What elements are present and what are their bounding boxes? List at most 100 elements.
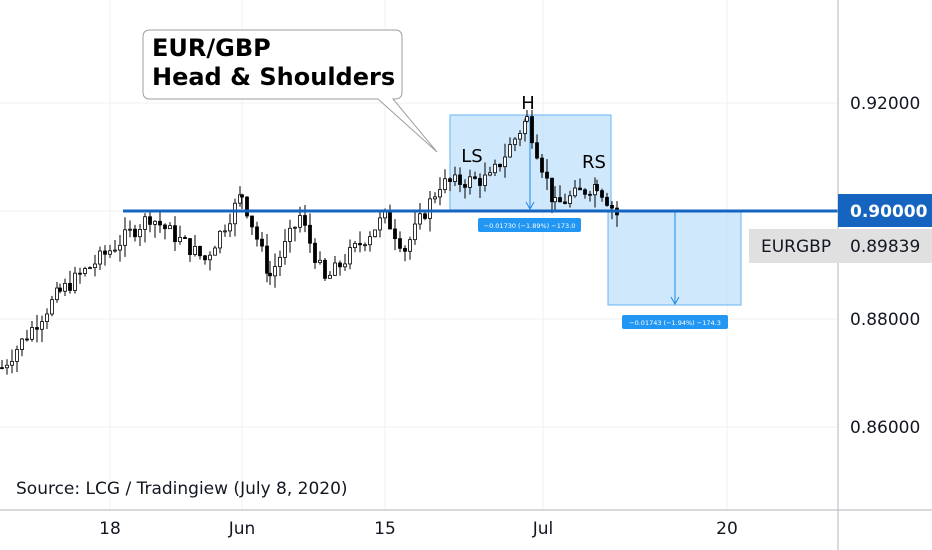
candle-body (298, 215, 302, 228)
y-tick-label: 0.88000 (850, 310, 920, 330)
candle-body (333, 262, 337, 276)
label-left-shoulder: LS (461, 146, 482, 167)
candle-body (600, 190, 604, 198)
candle-body (610, 204, 614, 209)
candle-body (148, 216, 152, 225)
candle-body (63, 282, 67, 292)
measure-arrowhead-target (670, 296, 680, 306)
candle-body (58, 287, 62, 292)
candle-body (353, 243, 357, 248)
candle-body (483, 174, 487, 186)
candle-body (535, 142, 539, 159)
candle-body (250, 215, 254, 228)
candle-body (313, 242, 317, 263)
candle-body (55, 287, 59, 301)
candle-body (473, 176, 477, 179)
candle-body (458, 174, 462, 185)
candle-body (373, 229, 377, 238)
neckline-price-label: 0.90000 (850, 202, 928, 222)
candle-body (595, 184, 599, 192)
candle-body (178, 236, 182, 243)
candle-body (438, 189, 442, 198)
candle-body (433, 196, 437, 200)
candle-body (573, 187, 577, 197)
x-tick-label: Jul (532, 519, 554, 539)
candle-body (5, 364, 9, 369)
candle-body (213, 247, 217, 256)
label-head: H (521, 93, 535, 114)
candle-body (343, 263, 347, 268)
candle-body (0, 367, 4, 370)
candles (0, 109, 619, 375)
candle-body (108, 250, 112, 255)
candle-body (558, 197, 562, 203)
candle-body (468, 176, 472, 188)
candle-body (203, 255, 207, 261)
candle-body (553, 197, 557, 203)
candle-body (523, 120, 527, 134)
candle-body (338, 262, 342, 268)
candle-body (218, 230, 222, 249)
measure-label-target: −0.01743 (−1.94%) −174.3 (629, 319, 721, 327)
candle-body (128, 228, 132, 231)
candle-body (550, 177, 554, 203)
candle-body (503, 156, 507, 168)
candle-body (448, 178, 452, 182)
candle-body (568, 195, 572, 204)
candle-body (113, 249, 117, 252)
candle-body (530, 116, 534, 144)
candle-body (173, 225, 177, 243)
candle-body (233, 202, 237, 225)
candle-body (153, 220, 157, 225)
candle-body (540, 157, 544, 173)
candle-body (423, 213, 427, 219)
candle-body (583, 189, 587, 195)
candle-body (265, 245, 269, 274)
candle-body (50, 299, 54, 315)
candle-body (138, 229, 142, 238)
y-tick-label: 0.92000 (850, 94, 920, 114)
candle-body (268, 272, 272, 277)
candle-body (358, 243, 362, 246)
measure-arrowhead-head (525, 201, 535, 211)
candle-body (443, 178, 447, 190)
candle-body (488, 172, 492, 176)
label-right-shoulder: RS (582, 152, 606, 173)
y-tick-label: 0.86000 (850, 418, 920, 438)
last-price-badge (838, 229, 932, 263)
candle-body (123, 229, 127, 246)
candle-body (513, 138, 517, 146)
measure-label-target-bg (622, 315, 728, 329)
candle-body (35, 327, 39, 330)
x-tick-label: Jun (228, 519, 256, 539)
candle-body (318, 259, 322, 263)
symbol-badge (749, 229, 838, 263)
candle-body (40, 321, 44, 330)
candle-body (245, 196, 249, 217)
candle-body (83, 268, 87, 274)
symbol-label: EURGBP (761, 237, 831, 257)
candle-body (493, 163, 497, 174)
x-tick-label: 20 (716, 519, 738, 539)
candle-body (363, 244, 367, 247)
candle-body (293, 226, 297, 229)
candle-body (428, 198, 432, 219)
candle-body (388, 209, 392, 230)
candle-body (10, 360, 14, 366)
candle-body (255, 226, 259, 240)
candle-body (413, 223, 417, 241)
candle-body (193, 245, 197, 255)
candle-body (348, 247, 352, 265)
candle-body (168, 225, 172, 230)
candle-body (78, 272, 82, 275)
candle-body (478, 178, 482, 186)
candle-body (498, 163, 502, 168)
measure-label-head: −0.01730 (−1.89%) −173.0 (484, 222, 576, 230)
source-text: Source: LCG / Tradingiew (July 8, 2020) (16, 479, 348, 499)
candle-body (288, 227, 292, 242)
candle-body (143, 216, 147, 230)
candle-body (163, 224, 167, 230)
candle-body (188, 238, 192, 255)
candle-body (208, 254, 212, 261)
candle-body (418, 213, 422, 225)
